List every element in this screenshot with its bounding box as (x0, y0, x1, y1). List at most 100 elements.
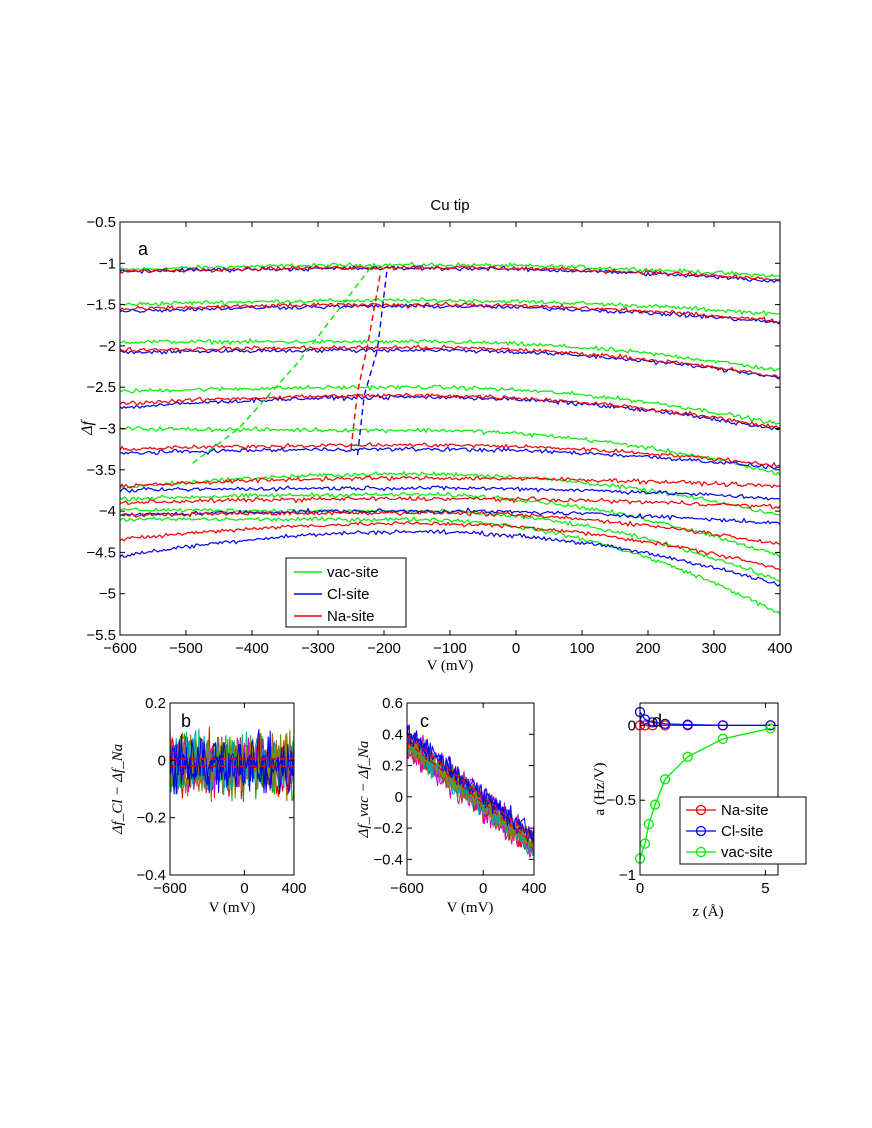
panel-c-frame (406, 702, 535, 876)
panel-d-y-axis-label: a (Hz/V) (592, 763, 608, 816)
series-line-vac-site-2 (119, 337, 781, 372)
y-tick-label: 0.2 (382, 758, 403, 775)
panel-label-b: b (181, 711, 191, 731)
data-point-Na-site (647, 720, 658, 731)
data-point-Cl-site (717, 720, 728, 731)
panel-b-frame (169, 702, 295, 876)
x-tick-label: −600 (390, 880, 424, 897)
data-point-vac-site (659, 774, 671, 785)
y-tick-label: −2 (99, 338, 116, 355)
y-tick-label: −3.5 (86, 462, 116, 479)
y-tick-label: −0.5 (86, 214, 116, 231)
legend-label-Cl-site: Cl-site (327, 586, 370, 603)
y-tick-label: −1.5 (86, 297, 116, 314)
series-line-Cl-site (639, 711, 771, 727)
y-tick-label: −3 (99, 421, 116, 438)
y-tick-label: −1 (619, 867, 636, 884)
series-line-Cl-site-6 (119, 507, 781, 525)
panel-c-y-ticks: −0.4 −0.2 0 0.2 0.4 0.6 (373, 695, 534, 868)
y-tick-label: −1 (99, 255, 116, 272)
y-tick-label: −0.2 (136, 810, 166, 827)
series-line-vac-site-6 (119, 491, 781, 558)
panel-c-plot-area (406, 724, 535, 858)
panel-a-plot-area (119, 261, 781, 616)
series-line-vac-site-0 (119, 261, 781, 279)
x-tick-label: −400 (235, 640, 269, 657)
x-tick-label: 400 (281, 880, 306, 897)
y-tick-label: −5 (99, 586, 116, 603)
series-line-vac-site (639, 727, 771, 859)
legend-label-Na-site: Na-site (327, 608, 375, 625)
series-line-Na-site-7 (119, 509, 781, 545)
panel-a-x-axis-label: V (mV) (427, 658, 474, 674)
y-tick-label: 0.6 (382, 695, 403, 712)
x-tick-label: −600 (103, 640, 137, 657)
y-tick-label: −0.4 (136, 867, 166, 884)
series-line-Na-site-8 (119, 520, 781, 571)
series-line-Na-site-1 (119, 301, 781, 324)
series-line-Cl-site-2 (119, 347, 781, 380)
y-tick-label: 0 (158, 752, 166, 769)
y-tick-label: −0.2 (373, 820, 403, 837)
panel-b-x-axis-label: V (mV) (209, 900, 256, 916)
series-line-vac-site-4 (119, 425, 781, 476)
y-tick-label: 0 (628, 717, 636, 734)
data-point-Cl-site (682, 719, 693, 730)
x-tick-label: −100 (433, 640, 467, 657)
x-tick-label: 300 (701, 640, 726, 657)
series-line-Na-site-5 (119, 475, 781, 489)
y-tick-label: −4.5 (86, 544, 116, 561)
data-point-Cl-site (659, 718, 671, 730)
series-line-Na-site-3 (119, 392, 781, 429)
fit-line-0 (406, 741, 535, 845)
series-line-Cl-site-7 (119, 528, 781, 588)
series-line-Na-site-2 (119, 344, 781, 380)
panel-label-c: c (420, 711, 429, 731)
x-tick-label: 400 (767, 640, 792, 657)
chart-title: Cu tip (430, 197, 469, 214)
panel-b-y-ticks: −0.4 −0.2 0 0.2 (136, 695, 294, 884)
x-tick-label: 200 (635, 640, 660, 657)
diff-trace-6-0 (169, 729, 295, 788)
legend-marker-vac-site (695, 846, 707, 858)
x-tick-label: −300 (301, 640, 335, 657)
series-line-vac-site-8 (119, 516, 781, 616)
legend-label-vac-site: vac-site (721, 844, 773, 861)
series-line-Cl-site-3 (119, 393, 781, 431)
legend-marker-Na-site (695, 804, 707, 816)
y-tick-label: 0.4 (382, 726, 403, 743)
data-point-vac-site (682, 751, 693, 762)
y-tick-label: 0.2 (145, 695, 166, 712)
x-tick-label: −200 (367, 640, 401, 657)
dashed-locus-2 (350, 271, 382, 450)
panel-b-plot-area (169, 726, 295, 803)
x-tick-label: 100 (569, 640, 594, 657)
x-tick-label: 0 (240, 880, 248, 897)
panel-d-legend: Na-site Cl-site vac-site (679, 796, 807, 865)
panel-b-x-ticks: −600 0 400 (153, 703, 307, 897)
panel-c: −600 0 400 −0.4 −0.2 0 0.2 0.4 0.6 c V (mV) Δf_… (356, 695, 547, 916)
y-tick-label: −2.5 (86, 379, 116, 396)
data-point-Cl-site (647, 717, 658, 728)
legend-label-vac-site: vac-site (327, 564, 379, 581)
panel-a-frame (119, 221, 781, 636)
series-line-Na-site-6 (119, 495, 781, 510)
series-line-vac-site-7 (119, 507, 781, 583)
x-tick-label: 400 (521, 880, 546, 897)
dashed-locus-0 (192, 267, 372, 464)
panel-d-y-ticks: −1 −0.5 0 (606, 717, 778, 884)
series-line-vac-site-3 (119, 384, 781, 425)
fit-line-1 (406, 735, 535, 839)
data-point-vac-site (765, 723, 776, 734)
series-line-Cl-site-4 (119, 446, 781, 470)
x-tick-label: 5 (761, 880, 769, 897)
panel-a-y-axis-label: Δf (79, 419, 96, 436)
dashed-locus-1 (356, 267, 388, 456)
panel-b: −600 0 400 −0.4 −0.2 0 0.2 b V (mV) Δf_Cl − Δ… (110, 695, 307, 916)
x-tick-label: 0 (512, 640, 520, 657)
diff-trace-5-0 (406, 740, 535, 848)
panel-a-y-ticks: −5.5 −5 −4.5 −4 −3.5 −3 −2.5 −2 −1.5 −1 −0.5 (86, 214, 780, 644)
